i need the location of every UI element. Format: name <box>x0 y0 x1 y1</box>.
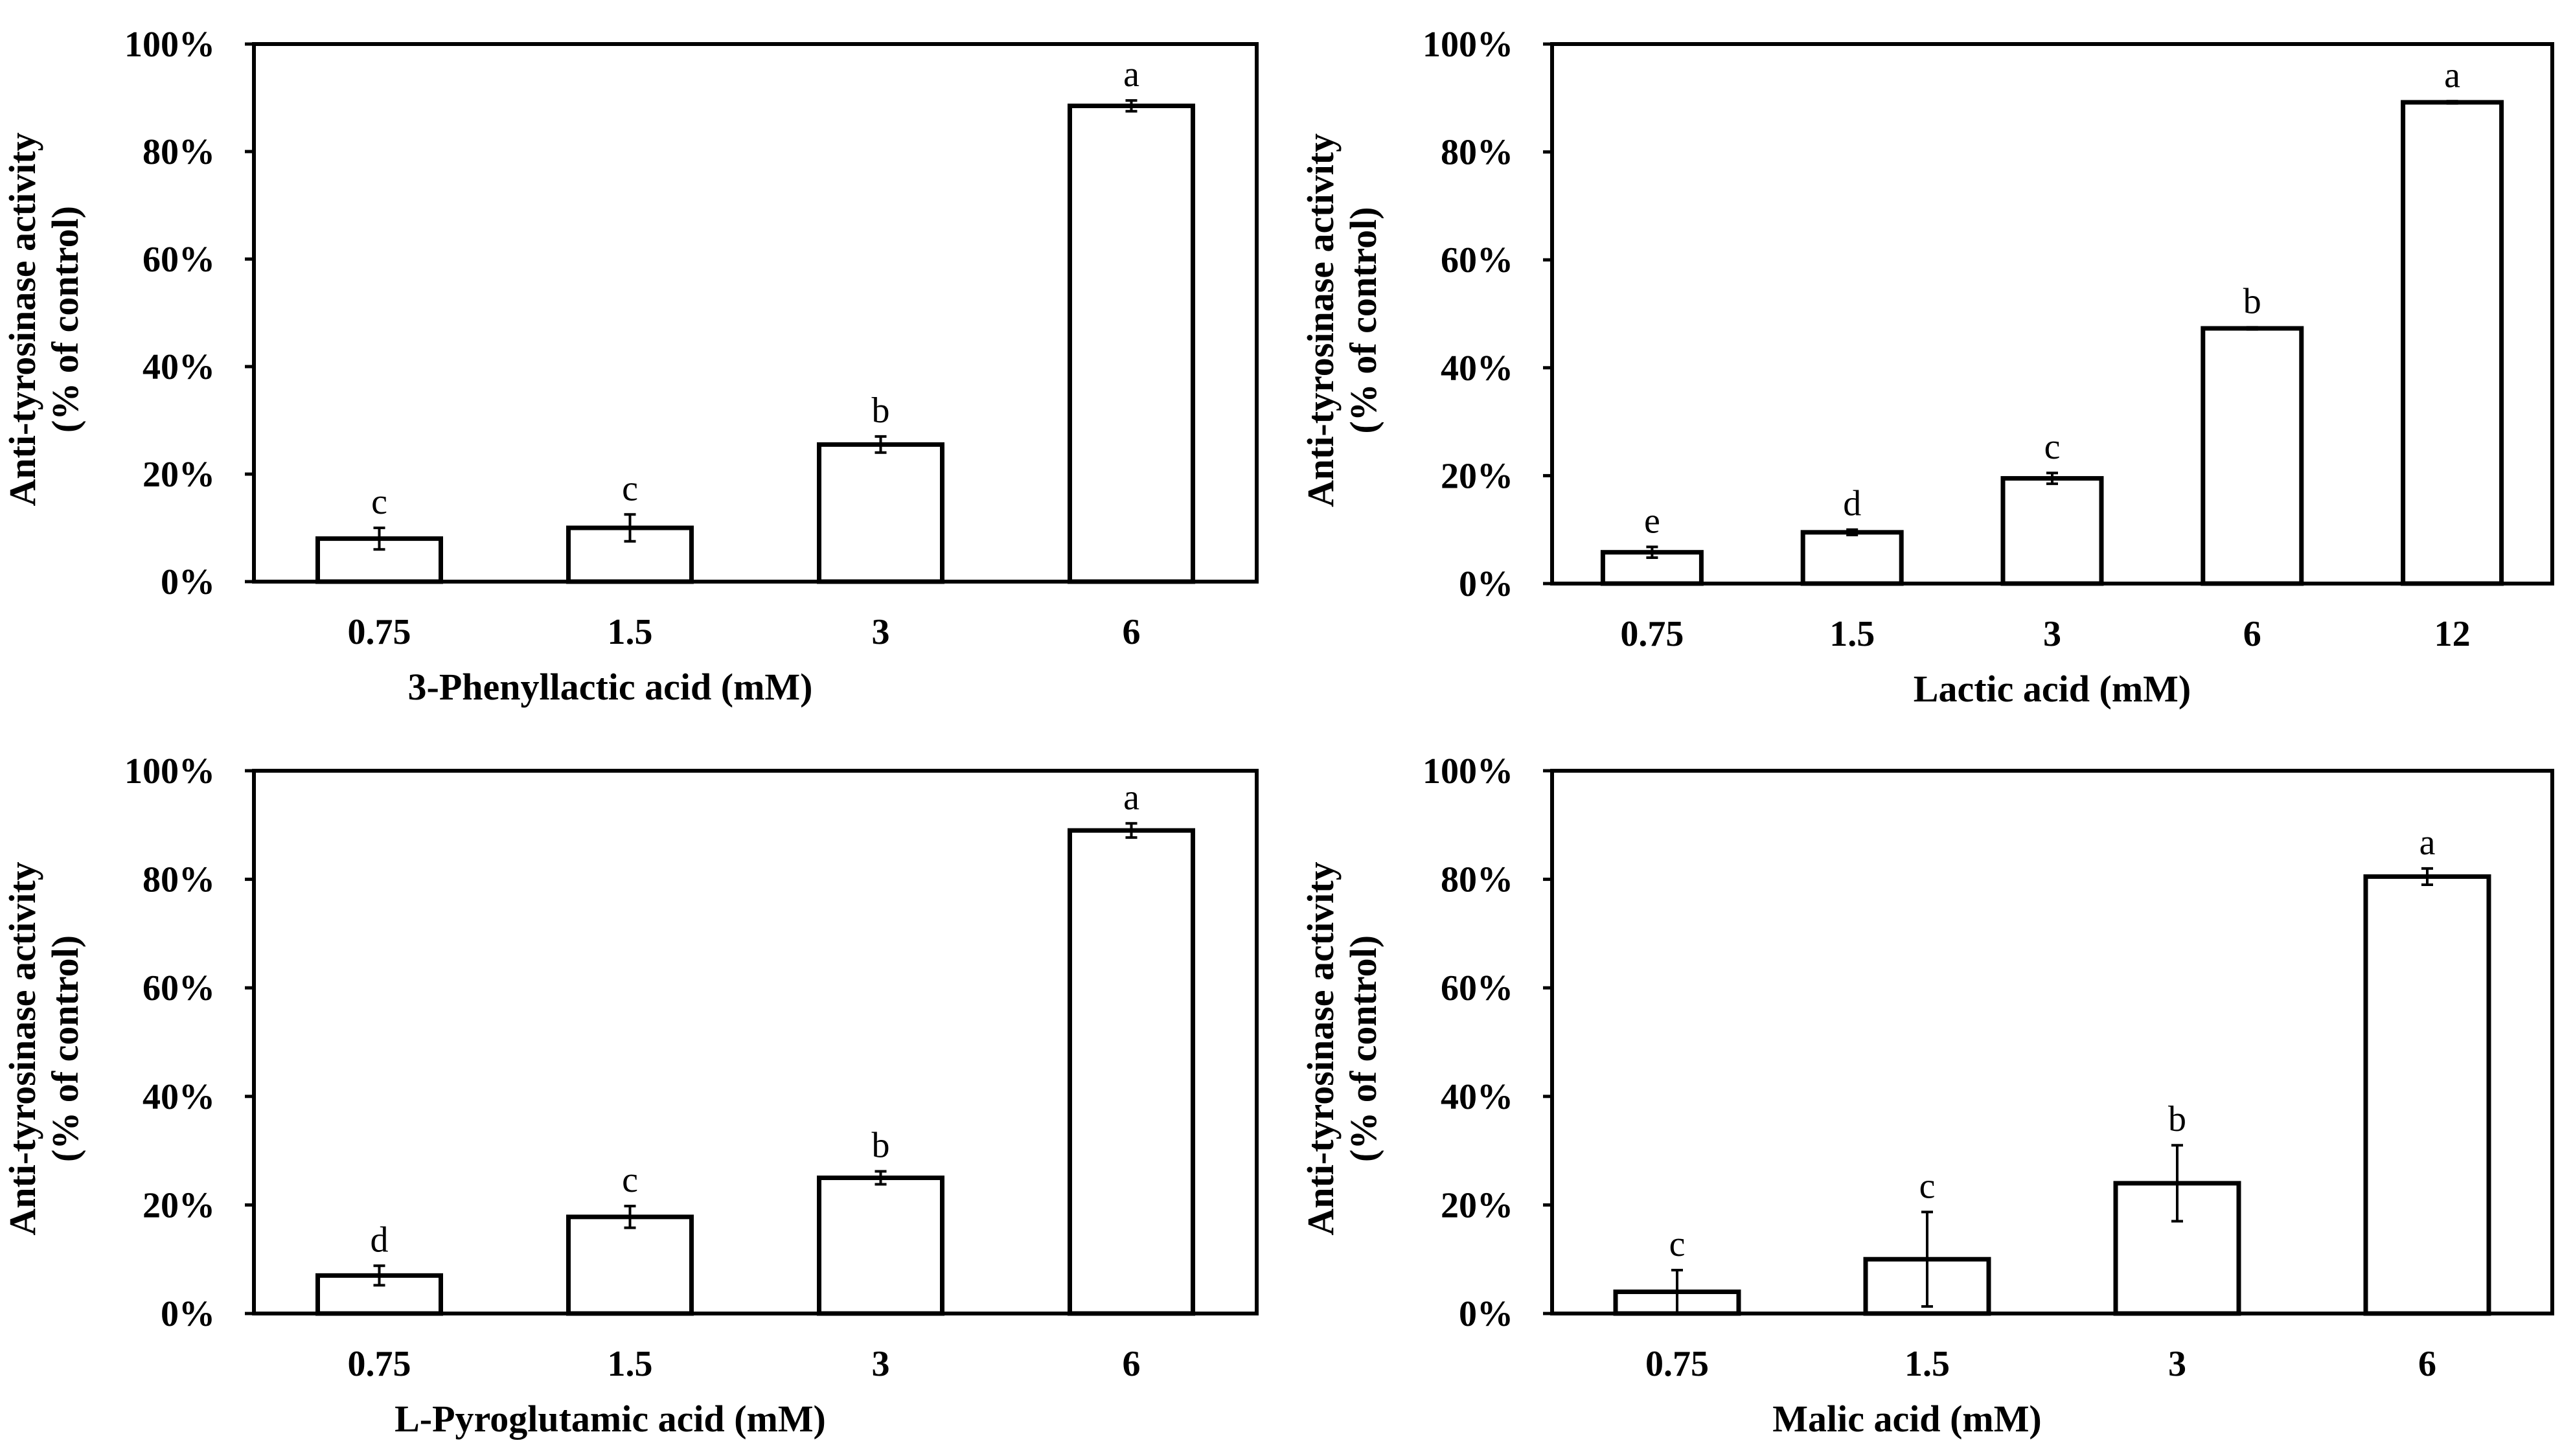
y-axis-label: Anti-tyrosinase activity <box>1 861 43 1235</box>
y-axis-label: Anti-tyrosinase activity <box>1299 861 1342 1235</box>
y-tick-label: 20% <box>1441 1185 1513 1225</box>
y-tick-label: 0% <box>1459 1294 1513 1334</box>
significance-letter: c <box>371 482 387 522</box>
y-tick-label: 100% <box>1423 751 1513 791</box>
x-axis-label: Malic acid (mM) <box>1772 1398 2042 1440</box>
significance-letter: b <box>872 391 890 431</box>
y-axis-label: Anti-tyrosinase activity <box>1 132 43 506</box>
significance-letter: e <box>1644 501 1660 541</box>
x-tick-label: 1.5 <box>608 1344 653 1384</box>
plot-frame <box>1550 769 2554 1315</box>
y-tick-label: 80% <box>1441 860 1513 900</box>
y-axis-label-unit: (% of control) <box>44 206 86 433</box>
significance-letter: c <box>1919 1166 1936 1206</box>
x-tick-label: 3 <box>2043 614 2061 654</box>
y-tick-label: 100% <box>1423 25 1513 65</box>
x-tick-label: 6 <box>2243 614 2261 654</box>
y-tick-label: 80% <box>143 132 215 172</box>
plot-frame <box>252 42 1259 584</box>
x-tick-label: 1.5 <box>608 612 653 652</box>
y-tick-label: 40% <box>143 347 215 387</box>
significance-letter: c <box>622 468 638 508</box>
y-tick-label: 60% <box>143 240 215 280</box>
panel-lactic-acid: 0% 20% 40% 60% 80% 100% e 0.75 d 1.5 c 3 b 6 a 12 Lactic… <box>1299 25 2554 710</box>
x-tick-label: 0.75 <box>348 1344 411 1384</box>
y-tick-label: 100% <box>124 751 215 791</box>
y-axis-label-unit: (% of control) <box>44 935 86 1162</box>
y-tick-label: 20% <box>143 455 215 495</box>
x-tick-label: 0.75 <box>1645 1344 1709 1384</box>
x-tick-label: 3 <box>2168 1344 2186 1384</box>
x-tick-label: 3 <box>872 612 890 652</box>
x-tick-label: 1.5 <box>1904 1344 1950 1384</box>
x-tick-label: 3 <box>872 1344 890 1384</box>
x-tick-label: 12 <box>2434 614 2471 654</box>
bar <box>1068 103 1195 584</box>
bar <box>2201 326 2304 586</box>
significance-letter: b <box>2243 281 2261 321</box>
x-tick-label: 1.5 <box>1829 614 1875 654</box>
y-tick-label: 0% <box>161 1294 215 1334</box>
y-tick-label: 60% <box>143 968 215 1008</box>
y-tick-label: 100% <box>124 25 215 65</box>
significance-letter: c <box>622 1160 638 1200</box>
significance-letter: a <box>1123 777 1139 817</box>
y-tick-label: 80% <box>1441 133 1513 173</box>
x-tick-label: 0.75 <box>1620 614 1684 654</box>
significance-letter: c <box>1669 1224 1686 1264</box>
x-axis-label: L-Pyroglutamic acid (mM) <box>395 1398 826 1440</box>
significance-letter: a <box>2419 823 2436 863</box>
panel-pyroglutamic-acid: 0% 20% 40% 60% 80% 100% d 0.75 c 1.5 b 3 a 6 L-Pyroglu… <box>1 751 1259 1440</box>
bar <box>2000 476 2104 586</box>
significance-letter: c <box>2044 427 2061 467</box>
bar <box>2401 100 2504 586</box>
y-tick-label: 60% <box>1441 240 1513 280</box>
bar <box>817 1176 944 1316</box>
x-axis-label: 3-Phenyllactic acid (mM) <box>408 666 813 708</box>
significance-letter: a <box>1123 54 1139 95</box>
y-tick-label: 0% <box>161 562 215 602</box>
panel-malic-acid: 0% 20% 40% 60% 80% 100% c 0.75 c 1.5 b 3 a 6 Malic aci… <box>1299 751 2554 1440</box>
y-tick-label: 20% <box>143 1185 215 1225</box>
significance-letter: b <box>872 1125 890 1165</box>
y-axis-label-unit: (% of control) <box>1342 935 1384 1162</box>
bar <box>817 442 944 584</box>
x-tick-label: 6 <box>1123 1344 1141 1384</box>
y-tick-label: 20% <box>1441 456 1513 496</box>
y-tick-label: 40% <box>1441 1077 1513 1117</box>
x-tick-label: 6 <box>1123 612 1141 652</box>
y-tick-label: 60% <box>1441 968 1513 1008</box>
significance-letter: b <box>2168 1099 2186 1139</box>
y-axis-label-unit: (% of control) <box>1342 207 1384 433</box>
y-axis-label: Anti-tyrosinase activity <box>1299 133 1342 507</box>
y-tick-label: 40% <box>1441 348 1513 389</box>
bar <box>2363 874 2491 1316</box>
bar <box>566 1214 694 1316</box>
significance-letter: d <box>371 1220 389 1260</box>
panel-phenyllactic-acid: 0% 20% 40% 60% 80% 100% c 0.75 c 1.5 b 3 a 6 3-Phenyll… <box>1 25 1259 708</box>
bar <box>1800 530 1904 586</box>
plot-frame <box>252 769 1259 1315</box>
x-axis-label: Lactic acid (mM) <box>1914 668 2191 710</box>
y-tick-label: 80% <box>143 860 215 900</box>
bar <box>1068 828 1195 1316</box>
y-tick-label: 40% <box>143 1077 215 1117</box>
x-tick-label: 6 <box>2418 1344 2436 1384</box>
significance-letter: d <box>1843 484 1861 524</box>
y-tick-label: 0% <box>1459 564 1513 604</box>
significance-letter: a <box>2444 55 2460 95</box>
x-tick-label: 0.75 <box>348 612 411 652</box>
